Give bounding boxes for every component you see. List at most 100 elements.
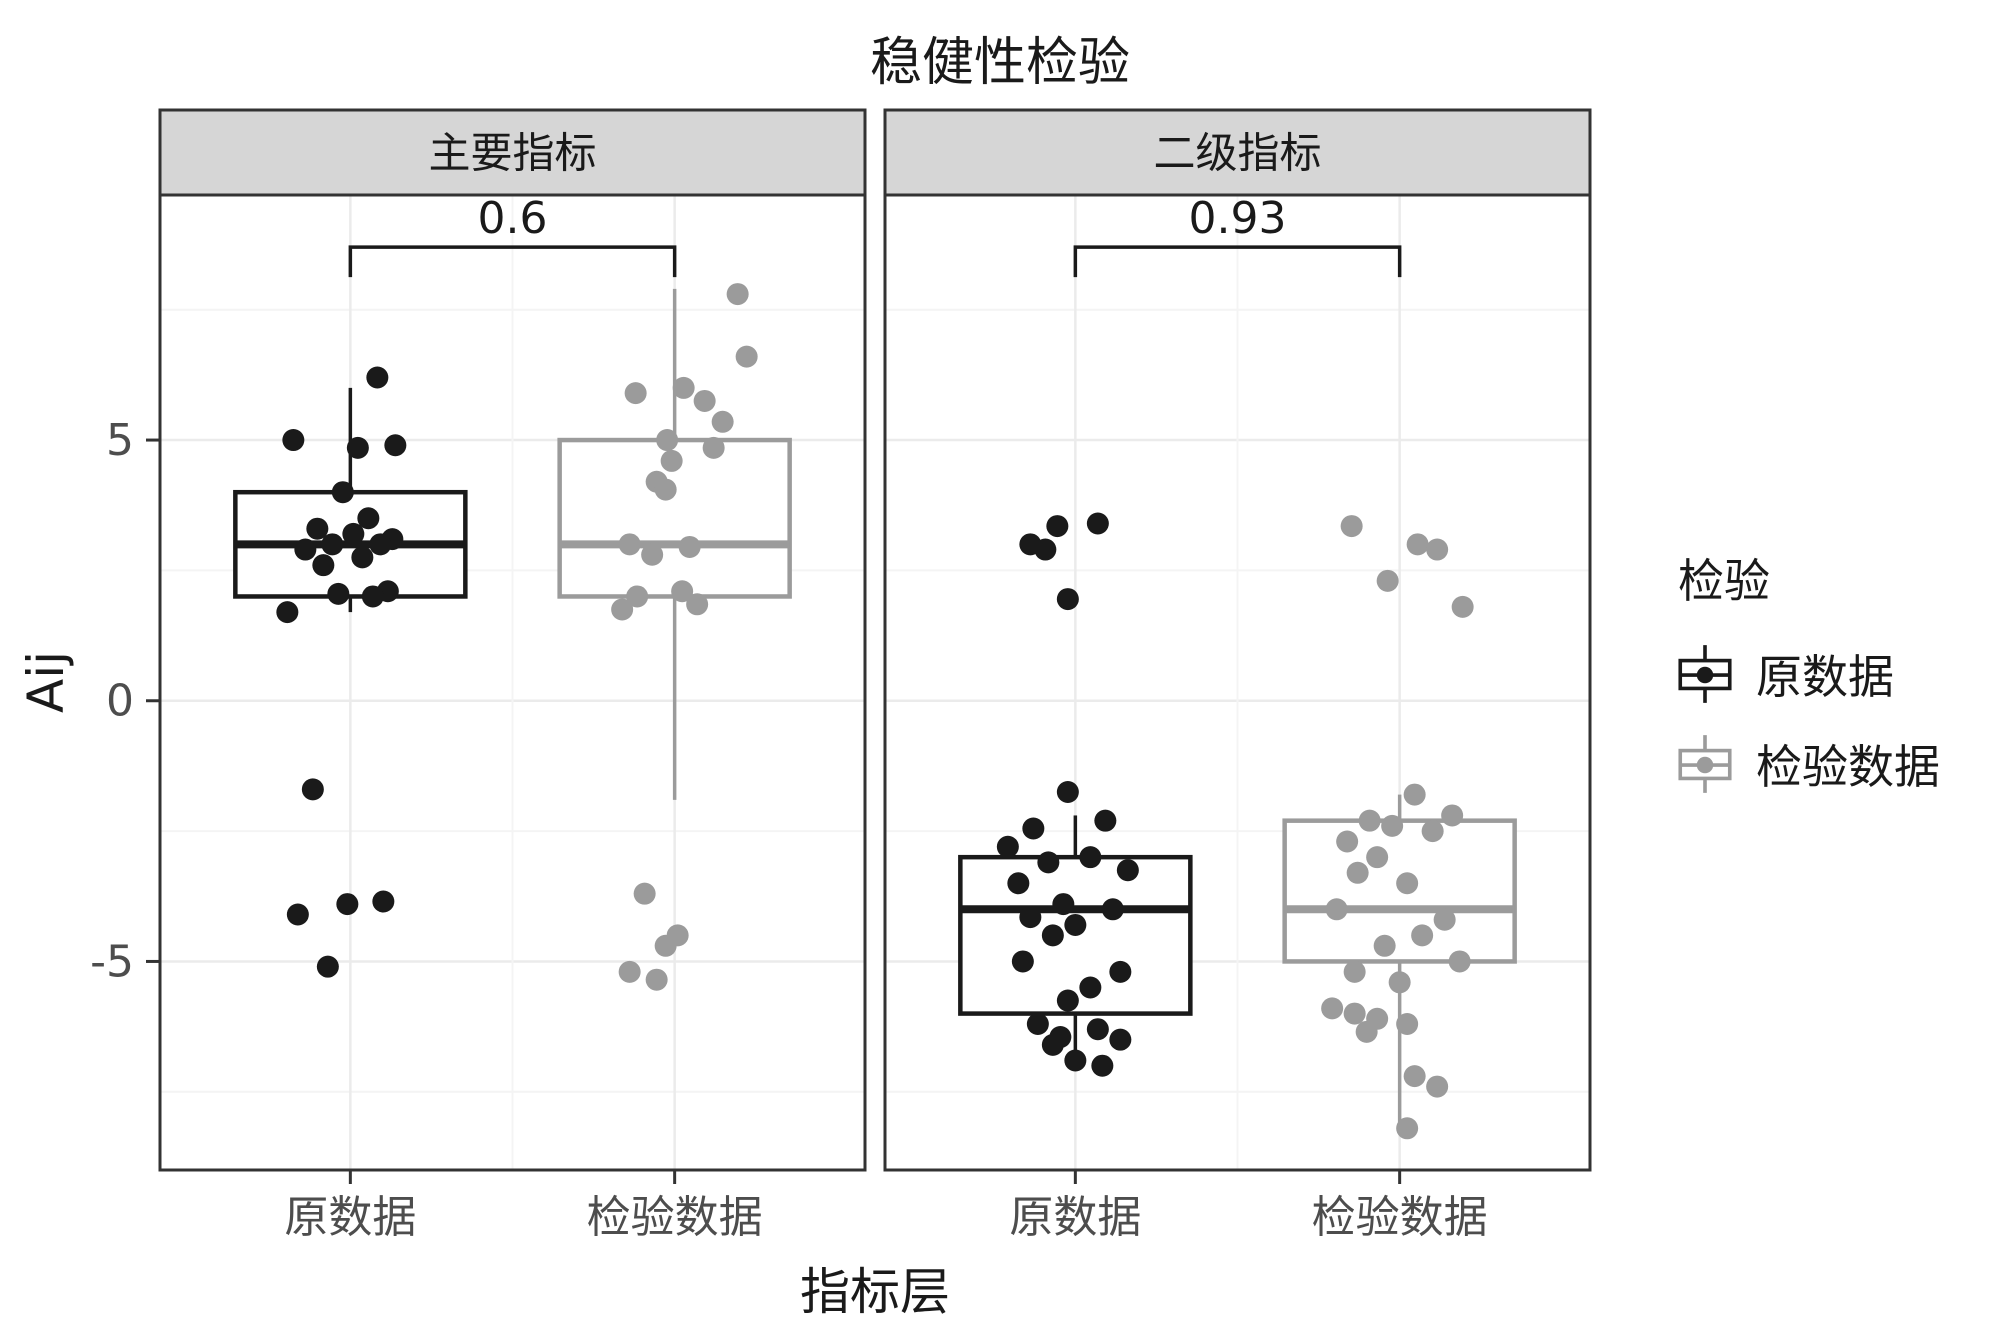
jitter-point bbox=[686, 593, 709, 616]
jitter-point bbox=[611, 598, 634, 621]
jitter-point bbox=[1421, 820, 1444, 843]
jitter-point bbox=[1366, 846, 1389, 869]
jitter-point bbox=[1396, 872, 1419, 895]
jitter-point bbox=[1056, 780, 1079, 803]
glyph-point bbox=[1696, 756, 1714, 774]
jitter-point bbox=[1041, 924, 1064, 947]
jitter-point bbox=[645, 968, 668, 991]
glyph-point bbox=[1696, 666, 1714, 684]
jitter-point bbox=[1321, 997, 1344, 1020]
jitter-point bbox=[654, 934, 677, 957]
legend: 检验 原数据 检验数据 bbox=[1672, 545, 1940, 821]
jitter-point bbox=[346, 436, 369, 459]
jitter-point bbox=[626, 585, 649, 608]
jitter-point bbox=[1396, 1117, 1419, 1140]
jitter-point bbox=[286, 903, 309, 926]
jitter-point bbox=[1355, 1020, 1378, 1043]
jitter-point bbox=[1373, 934, 1396, 957]
jitter-point bbox=[336, 893, 359, 916]
x-tick-label: 原数据 bbox=[284, 1192, 416, 1243]
jitter-point bbox=[678, 535, 701, 558]
jitter-point bbox=[1056, 588, 1079, 611]
jitter-point bbox=[1091, 1054, 1114, 1077]
x-tick-label: 原数据 bbox=[1009, 1192, 1141, 1243]
legend-boxplot-glyph-original bbox=[1678, 645, 1732, 703]
p-value-label: 0.6 bbox=[478, 193, 548, 244]
jitter-point bbox=[1426, 538, 1449, 561]
y-tick-label: 0 bbox=[106, 676, 134, 727]
jitter-point bbox=[316, 955, 339, 978]
jitter-point bbox=[1358, 809, 1381, 832]
jitter-point bbox=[282, 429, 305, 452]
jitter-point bbox=[711, 410, 734, 433]
jitter-point bbox=[321, 533, 344, 556]
jitter-point bbox=[276, 601, 299, 624]
jitter-point bbox=[1109, 1028, 1132, 1051]
jitter-point bbox=[331, 481, 354, 504]
jitter-point bbox=[1343, 1002, 1366, 1025]
jitter-point bbox=[1086, 512, 1109, 535]
facet-strip-label: 二级指标 bbox=[1153, 129, 1321, 178]
legend-boxplot-glyph-test bbox=[1678, 735, 1732, 793]
jitter-point bbox=[1403, 1065, 1426, 1088]
jitter-point bbox=[1056, 989, 1079, 1012]
jitter-point bbox=[342, 522, 365, 545]
jitter-point bbox=[384, 434, 407, 457]
jitter-point bbox=[1441, 804, 1464, 827]
jitter-point bbox=[1007, 872, 1030, 895]
significance-bracket bbox=[348, 245, 677, 278]
jitter-point bbox=[1340, 515, 1363, 538]
jitter-point bbox=[672, 376, 695, 399]
jitter-point bbox=[1034, 538, 1057, 561]
jitter-point bbox=[1101, 898, 1124, 921]
jitter-point bbox=[1079, 846, 1102, 869]
jitter-point bbox=[726, 283, 749, 306]
jitter-point bbox=[1086, 1018, 1109, 1041]
panel-border bbox=[158, 193, 867, 1172]
jitter-point bbox=[306, 517, 329, 540]
jitter-point bbox=[366, 366, 389, 389]
legend-key-test: 检验数据 bbox=[1672, 731, 1940, 797]
jitter-point bbox=[996, 835, 1019, 858]
jitter-point bbox=[1448, 950, 1471, 973]
jitter-point bbox=[1094, 809, 1117, 832]
jitter-point bbox=[1346, 861, 1369, 884]
jitter-point bbox=[660, 449, 683, 472]
jitter-point bbox=[654, 478, 677, 501]
jitter-point bbox=[1343, 960, 1366, 983]
y-tick-label: 5 bbox=[106, 415, 134, 466]
jitter-point bbox=[618, 960, 641, 983]
jitter-point bbox=[1046, 515, 1069, 538]
jitter-point bbox=[1381, 814, 1404, 837]
jitter-point bbox=[1026, 1013, 1049, 1036]
jitter-point bbox=[327, 582, 350, 605]
jitter-point bbox=[1433, 908, 1456, 931]
jitter-point bbox=[1396, 1013, 1419, 1036]
y-tick-label: -5 bbox=[90, 936, 134, 987]
jitter-point bbox=[618, 533, 641, 556]
jitter-point bbox=[624, 382, 647, 405]
jitter-point bbox=[702, 436, 725, 459]
y-axis-title: Aij bbox=[17, 651, 75, 713]
jitter-point bbox=[1079, 976, 1102, 999]
jitter-point bbox=[1052, 893, 1075, 916]
jitter-point bbox=[1116, 859, 1139, 882]
legend-label-original: 原数据 bbox=[1756, 650, 1894, 704]
jitter-point bbox=[641, 543, 664, 566]
jitter-point bbox=[1406, 533, 1429, 556]
jitter-point bbox=[656, 429, 679, 452]
jitter-point bbox=[1011, 950, 1034, 973]
significance-bracket bbox=[1073, 245, 1402, 278]
jitter-point bbox=[1426, 1075, 1449, 1098]
jitter-point bbox=[294, 538, 317, 561]
jitter-point bbox=[1064, 1049, 1087, 1072]
jitter-point bbox=[369, 533, 392, 556]
jitter-point bbox=[1109, 960, 1132, 983]
jitter-point bbox=[312, 554, 335, 577]
x-tick-label: 检验数据 bbox=[587, 1192, 763, 1243]
legend-key-original: 原数据 bbox=[1672, 641, 1940, 707]
jitter-point bbox=[361, 585, 384, 608]
jitter-point bbox=[372, 890, 395, 913]
